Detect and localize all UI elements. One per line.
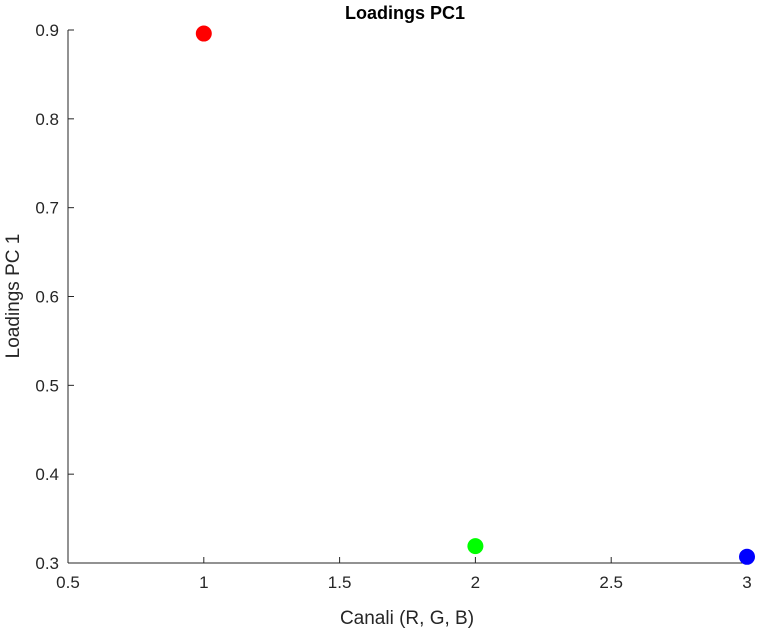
- x-tick-label: 1: [199, 573, 208, 592]
- y-tick-label: 0.8: [35, 110, 59, 129]
- data-point: [467, 538, 484, 555]
- x-tick-label: 0.5: [56, 573, 80, 592]
- y-tick-label: 0.6: [35, 288, 59, 307]
- data-point: [739, 548, 755, 565]
- x-tick-label: 3: [742, 573, 751, 592]
- y-tick-label: 0.4: [35, 465, 59, 484]
- data-point: [195, 25, 212, 42]
- y-tick-label: 0.9: [35, 21, 59, 40]
- y-tick-label: 0.7: [35, 199, 59, 218]
- x-tick-label: 2.5: [599, 573, 623, 592]
- x-tick-label: 2: [471, 573, 480, 592]
- chart-title: Loadings PC1: [345, 3, 465, 23]
- axes: 0.5 1 1.5 2 2.5 3 0.3 0.4 0.5 0.6 0.7 0.8 0.9: [35, 21, 751, 592]
- x-axis-label: Canali (R, G, B): [340, 608, 474, 629]
- y-axis-label: Loadings PC 1: [3, 234, 24, 359]
- x-tick-label: 1.5: [328, 573, 352, 592]
- y-tick-label: 0.3: [35, 554, 59, 573]
- data-points: [195, 25, 755, 565]
- y-tick-label: 0.5: [35, 376, 59, 395]
